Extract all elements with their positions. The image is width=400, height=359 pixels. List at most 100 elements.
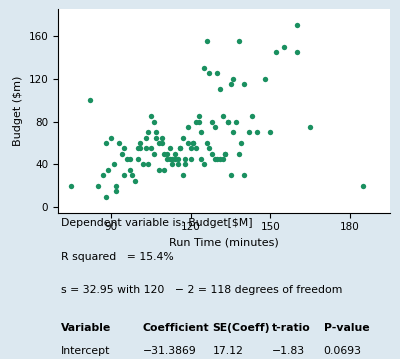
Point: [172, 151, 178, 157]
Point: [196, 119, 202, 125]
Point: [360, 183, 367, 189]
Point: [164, 151, 170, 157]
Point: [137, 140, 144, 146]
Point: [103, 194, 109, 200]
Point: [230, 129, 236, 135]
Point: [68, 183, 74, 189]
Point: [217, 156, 223, 162]
Point: [140, 162, 146, 167]
Point: [156, 167, 162, 173]
Point: [153, 135, 160, 140]
Point: [212, 156, 218, 162]
Point: [267, 129, 274, 135]
Point: [182, 156, 189, 162]
Point: [158, 140, 165, 146]
Point: [241, 81, 247, 87]
Point: [137, 145, 144, 151]
Text: −1.83: −1.83: [272, 346, 305, 356]
Point: [230, 76, 236, 81]
Text: t-ratio: t-ratio: [272, 322, 311, 332]
Text: SE(Coeff): SE(Coeff): [212, 322, 270, 332]
Point: [228, 81, 234, 87]
Point: [177, 145, 183, 151]
Point: [190, 140, 197, 146]
Point: [220, 113, 226, 119]
Point: [156, 140, 162, 146]
Point: [105, 167, 112, 173]
Point: [150, 119, 157, 125]
Point: [254, 129, 260, 135]
Point: [132, 178, 138, 183]
Point: [166, 156, 173, 162]
Y-axis label: Budget ($m): Budget ($m): [13, 76, 23, 146]
Text: s = 32.95 with 120   − 2 = 118 degrees of freedom: s = 32.95 with 120 − 2 = 118 degrees of …: [61, 285, 343, 295]
Point: [220, 156, 226, 162]
Text: Dependent variable is: Budget[$M]: Dependent variable is: Budget[$M]: [61, 219, 253, 228]
Point: [169, 156, 176, 162]
Point: [209, 119, 215, 125]
Point: [188, 145, 194, 151]
Point: [126, 156, 133, 162]
Point: [262, 76, 268, 81]
Point: [172, 156, 178, 162]
Point: [180, 172, 186, 178]
Point: [228, 172, 234, 178]
Point: [121, 172, 128, 178]
Text: 0.0693: 0.0693: [324, 346, 362, 356]
Text: P-value: P-value: [324, 322, 369, 332]
Point: [193, 119, 199, 125]
Point: [185, 124, 191, 130]
Point: [164, 156, 170, 162]
Point: [129, 172, 136, 178]
Point: [161, 167, 168, 173]
Point: [233, 119, 239, 125]
Point: [294, 49, 300, 55]
Text: R squared   = 15.4%: R squared = 15.4%: [61, 252, 174, 262]
Point: [169, 162, 176, 167]
Point: [124, 156, 130, 162]
Point: [116, 140, 122, 146]
Point: [145, 162, 152, 167]
Text: Intercept: Intercept: [61, 346, 111, 356]
Point: [241, 172, 247, 178]
Point: [148, 145, 154, 151]
Point: [153, 129, 160, 135]
Point: [225, 119, 231, 125]
Point: [145, 129, 152, 135]
Point: [177, 145, 183, 151]
Point: [110, 162, 117, 167]
Point: [87, 97, 93, 103]
Point: [95, 183, 101, 189]
Point: [161, 151, 168, 157]
Point: [142, 135, 149, 140]
Point: [126, 167, 133, 173]
Point: [201, 65, 207, 71]
Point: [142, 145, 149, 151]
Point: [236, 38, 242, 44]
Point: [214, 156, 220, 162]
Point: [294, 22, 300, 28]
Point: [307, 124, 314, 130]
Point: [100, 172, 106, 178]
Point: [225, 119, 231, 125]
X-axis label: Run Time (minutes): Run Time (minutes): [169, 238, 279, 248]
Point: [134, 145, 141, 151]
Point: [103, 140, 109, 146]
Point: [190, 140, 197, 146]
Text: 17.12: 17.12: [212, 346, 243, 356]
Point: [113, 183, 120, 189]
Point: [222, 151, 228, 157]
Point: [249, 113, 255, 119]
Point: [148, 113, 154, 119]
Point: [204, 140, 210, 146]
Point: [280, 44, 287, 50]
Point: [193, 145, 199, 151]
Point: [188, 156, 194, 162]
Point: [198, 129, 205, 135]
Point: [236, 151, 242, 157]
Text: −31.3869: −31.3869: [143, 346, 196, 356]
Point: [174, 156, 181, 162]
Point: [113, 188, 120, 194]
Point: [121, 145, 128, 151]
Point: [150, 151, 157, 157]
